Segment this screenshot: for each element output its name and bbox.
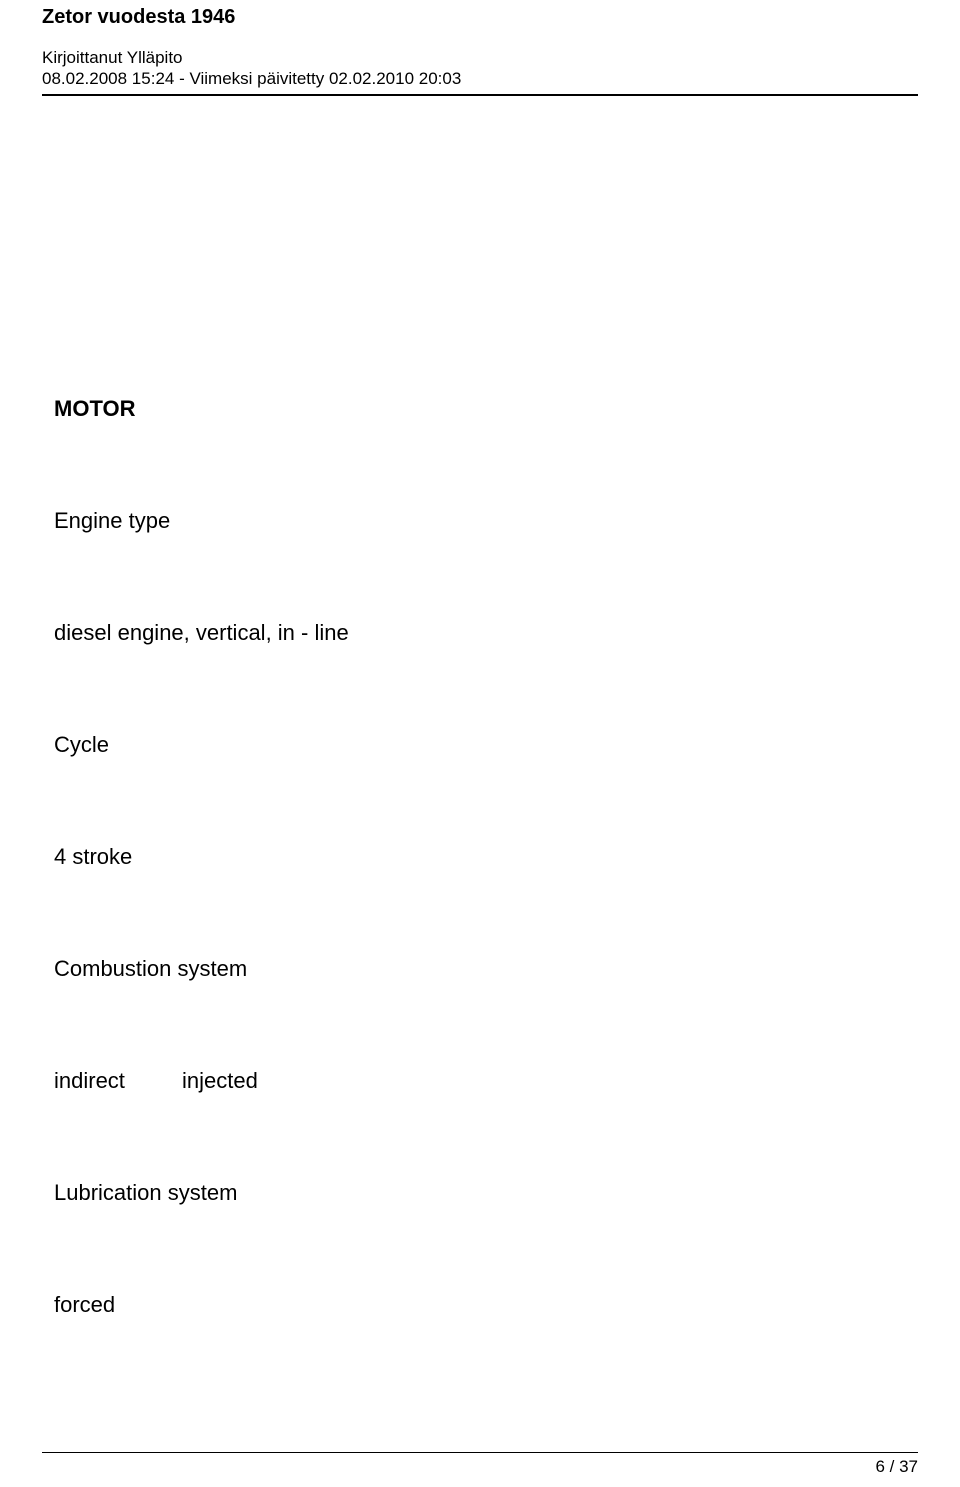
page-footer: 6 / 37: [42, 1452, 918, 1477]
spec-value: 4 stroke: [54, 844, 918, 870]
spec-label: Cycle: [54, 732, 918, 758]
spec-value-row: indirect injected: [54, 1068, 918, 1094]
document-title: Zetor vuodesta 1946: [42, 6, 918, 29]
page-number: 6 / 37: [42, 1457, 918, 1477]
section-heading-motor: MOTOR: [54, 396, 918, 422]
header-rule: [42, 94, 918, 96]
date-line: 08.02.2008 15:24 - Viimeksi päivitetty 0…: [42, 68, 918, 89]
page: Zetor vuodesta 1946 Kirjoittanut Ylläpit…: [0, 0, 960, 1487]
spec-label: Engine type: [54, 508, 918, 534]
spec-value: diesel engine, vertical, in - line: [54, 620, 918, 646]
spec-label: Lubrication system: [54, 1180, 918, 1206]
document-meta: Kirjoittanut Ylläpito 08.02.2008 15:24 -…: [42, 47, 918, 90]
spec-value: forced: [54, 1292, 918, 1318]
page-header: Zetor vuodesta 1946 Kirjoittanut Ylläpit…: [42, 0, 918, 96]
spec-label: Combustion system: [54, 956, 918, 982]
spec-value-col2: injected: [182, 1068, 258, 1094]
author-line: Kirjoittanut Ylläpito: [42, 47, 918, 68]
spec-value-col1: indirect: [54, 1068, 182, 1094]
page-content: MOTOR Engine type diesel engine, vertica…: [42, 396, 918, 1318]
footer-rule: [42, 1452, 918, 1453]
